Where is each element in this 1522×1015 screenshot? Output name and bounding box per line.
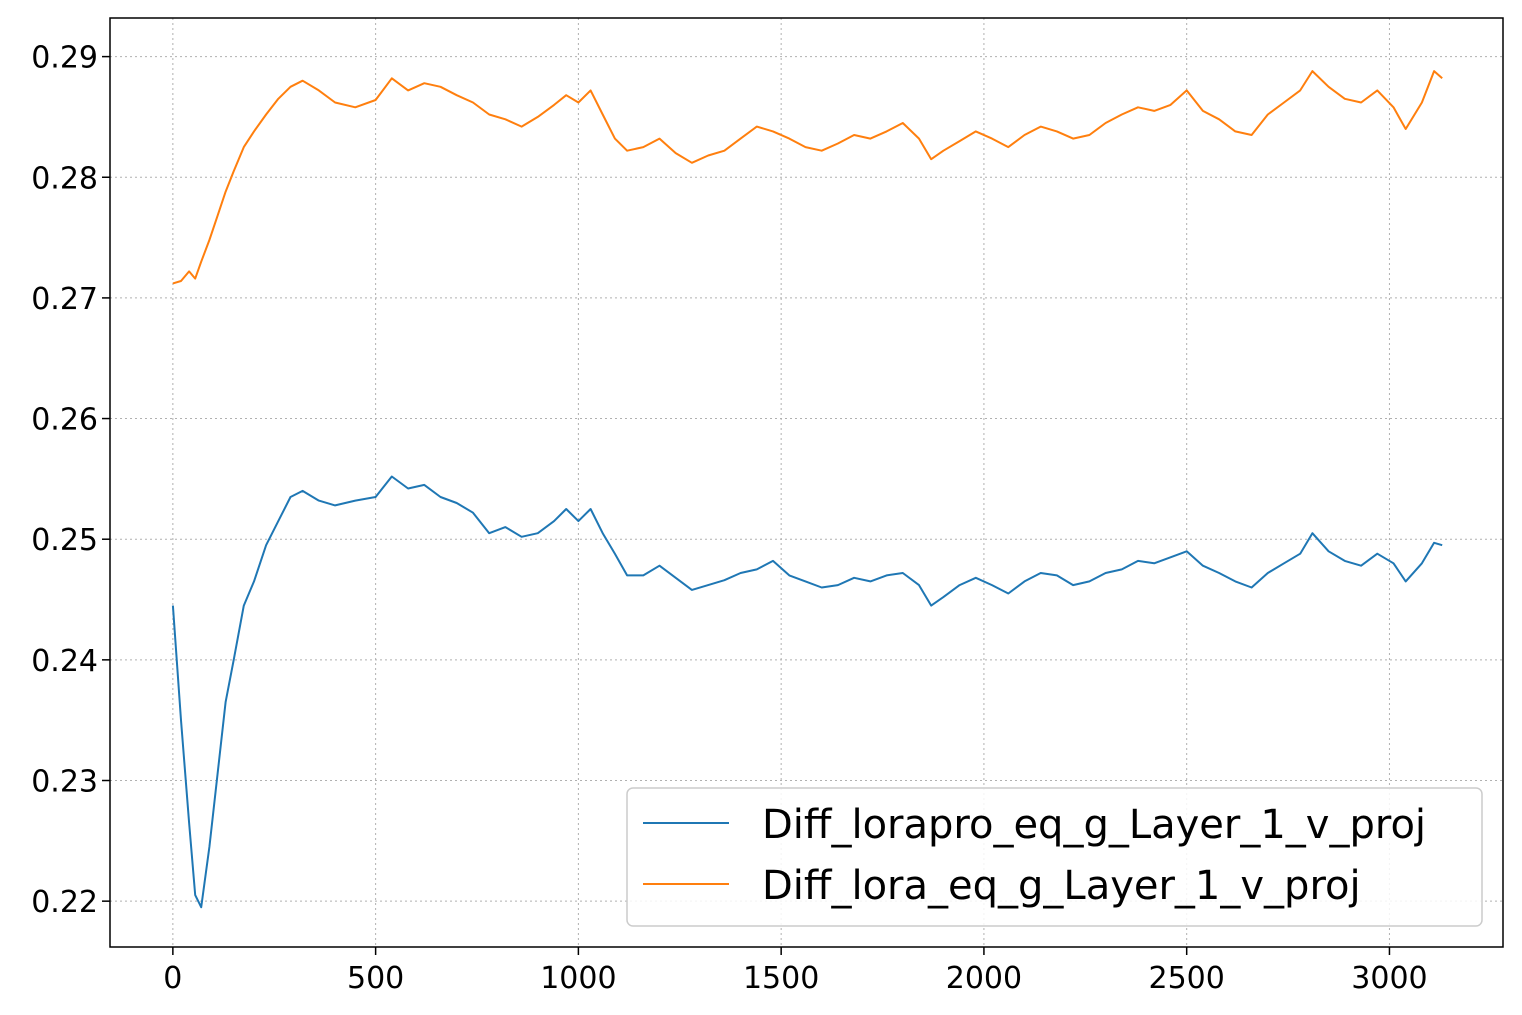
legend-label-series-2: Diff_lora_eq_g_Layer_1_v_proj: [762, 863, 1361, 909]
x-tick-label: 1000: [540, 961, 616, 996]
plot-frame: [109, 17, 1504, 948]
y-tick-label: 0.28: [31, 161, 98, 196]
y-tick-label: 0.27: [31, 282, 98, 317]
y-axis: 0.22 0.23 0.24 0.25 0.26 0.27 0.28 0.29: [31, 41, 110, 920]
x-tick-label: 1500: [743, 961, 819, 996]
x-tick-label: 2500: [1149, 961, 1225, 996]
x-tick-label: 0: [163, 961, 182, 996]
legend-box: [626, 787, 1483, 927]
y-tick-label: 0.26: [31, 403, 98, 438]
x-axis: 0 500 1000 1500 2000 2500 3000: [163, 947, 1428, 996]
series-layer: [171, 70, 1443, 909]
x-tick-label: 3000: [1351, 961, 1427, 996]
y-tick-label: 0.22: [31, 885, 98, 920]
series-line-1: [171, 475, 1443, 909]
y-tick-label: 0.24: [31, 644, 98, 679]
x-tick-label: 2000: [946, 961, 1022, 996]
legend: Diff_lorapro_eq_g_Layer_1_v_proj Diff_lo…: [626, 787, 1483, 927]
x-tick-label: 500: [347, 961, 404, 996]
y-tick-label: 0.29: [31, 41, 98, 76]
y-tick-label: 0.25: [31, 523, 98, 558]
series-line-2: [172, 70, 1443, 285]
legend-label-series-1: Diff_lorapro_eq_g_Layer_1_v_proj: [762, 802, 1426, 848]
y-tick-label: 0.23: [31, 765, 98, 800]
